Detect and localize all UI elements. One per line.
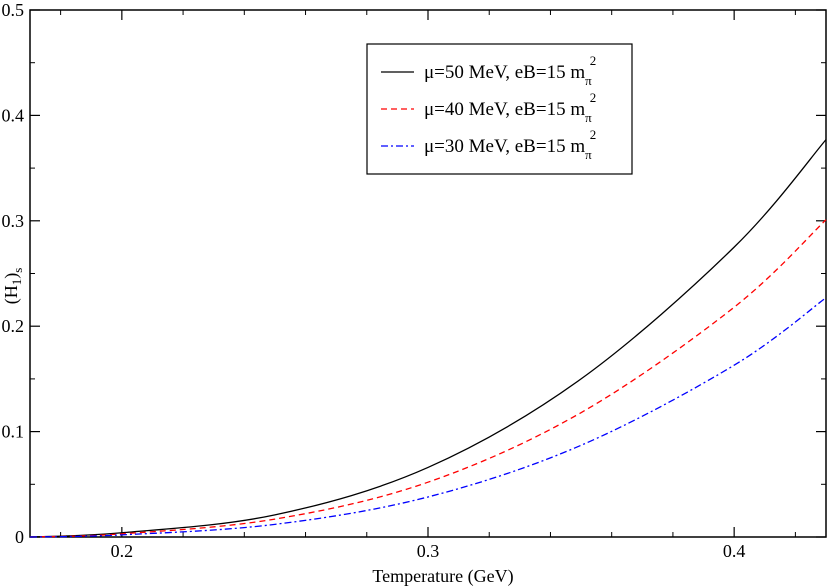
y-tick-label-1: 0.1 [2, 422, 25, 442]
x-tick-label-1: 0.3 [417, 541, 440, 561]
legend-label-series-2: μ=40 MeV, eB=15 mπ2 [424, 90, 596, 125]
legend: μ=50 MeV, eB=15 mπ2 μ=40 MeV, eB=15 mπ2 … [366, 43, 633, 175]
y-tick-label-3: 0.3 [2, 211, 25, 231]
y-tick-label-5: 0.5 [2, 0, 25, 20]
series-line-1 [29, 139, 827, 538]
x-tick-label-0: 0.2 [111, 541, 134, 561]
series-lines [29, 139, 827, 538]
legend-label-series-1: μ=50 MeV, eB=15 mπ2 [424, 53, 596, 88]
y-axis-label: (H1)s [1, 268, 25, 305]
y-tick-label-2: 0.2 [2, 316, 25, 336]
y-tick-label-4: 0.4 [2, 105, 25, 125]
y-tick-label-0: 0 [15, 527, 24, 547]
legend-label-series-3: μ=30 MeV, eB=15 mπ2 [424, 127, 596, 162]
x-tick-label-2: 0.4 [723, 541, 746, 561]
series-line-2 [29, 219, 827, 538]
series-line-3 [29, 297, 827, 538]
x-axis-label: Temperature (GeV) [372, 566, 513, 587]
